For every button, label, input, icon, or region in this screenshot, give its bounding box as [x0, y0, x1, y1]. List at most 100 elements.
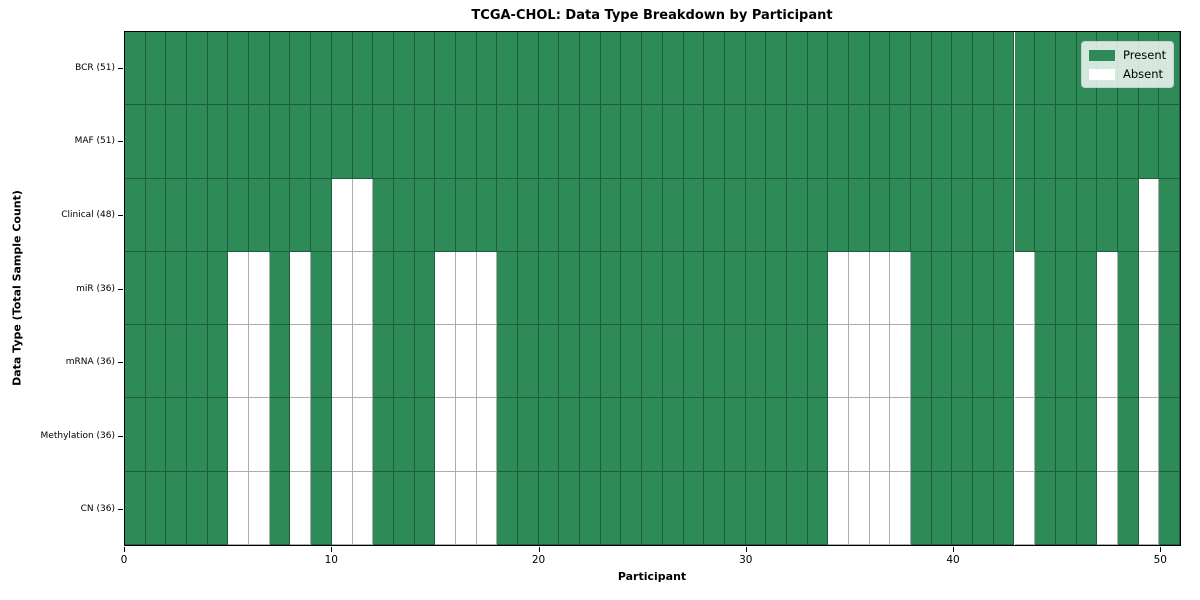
cell-CN-p48: [1117, 471, 1139, 545]
cell-MAF-p1: [145, 105, 167, 179]
cell-MAF-p38: [911, 105, 932, 179]
cell-MAF-p42: [993, 105, 1015, 179]
cell-MAF-p44: [1035, 105, 1056, 179]
cell-mRNA-p33: [807, 325, 829, 399]
cell-mRNA-p41: [973, 325, 994, 399]
cell-Methylation-p17: [476, 398, 498, 472]
cell-Clinical-p29: [724, 178, 746, 252]
y-tick-mark-MAF: [118, 141, 123, 143]
cell-MAF-p46: [1076, 105, 1098, 179]
cell-CN-p19: [518, 471, 539, 545]
cell-mRNA-p14: [414, 325, 436, 399]
cell-BCR-p7: [269, 32, 291, 106]
cell-MAF-p17: [476, 105, 498, 179]
cell-MAF-p30: [745, 105, 767, 179]
cell-BCR-p44: [1035, 32, 1056, 106]
cell-Methylation-p41: [973, 398, 994, 472]
cell-CN-p37: [890, 471, 912, 545]
cell-Clinical-p0: [125, 178, 146, 252]
cell-CN-p9: [311, 471, 332, 545]
cell-CN-p25: [642, 471, 663, 545]
cell-MAF-p13: [393, 105, 415, 179]
cell-miR-p27: [683, 251, 705, 326]
cell-Clinical-p49: [1138, 178, 1160, 252]
cell-miR-p34: [828, 251, 849, 326]
cell-miR-p0: [125, 251, 146, 326]
cell-CN-p43: [1014, 471, 1036, 545]
legend-swatch-present-icon: [1089, 49, 1115, 61]
x-tick-label-10: 10: [324, 554, 338, 566]
cell-mRNA-p18: [497, 325, 519, 399]
cell-MAF-p34: [828, 105, 849, 179]
cell-Clinical-p38: [911, 178, 932, 252]
cell-Methylation-p3: [187, 398, 208, 472]
cell-mRNA-p0: [125, 325, 146, 399]
x-tick-label-0: 0: [120, 554, 128, 566]
y-tick-label-mRNA: mRNA (36): [65, 357, 115, 368]
cell-Methylation-p28: [704, 398, 725, 472]
legend-label-present: Present: [1123, 48, 1167, 62]
cell-mRNA-p31: [766, 325, 787, 399]
cell-BCR-p20: [538, 32, 560, 106]
cell-mRNA-p10: [331, 325, 353, 399]
cell-miR-p19: [518, 251, 539, 326]
cell-Methylation-p31: [766, 398, 787, 472]
cell-Methylation-p12: [373, 398, 394, 472]
cell-CN-p46: [1076, 471, 1098, 545]
cell-Clinical-p15: [435, 178, 456, 252]
cell-Methylation-p43: [1014, 398, 1036, 472]
cell-BCR-p6: [249, 32, 270, 106]
cell-CN-p24: [621, 471, 643, 545]
legend-label-absent: Absent: [1123, 67, 1164, 81]
cell-BCR-p30: [745, 32, 767, 106]
cell-CN-p26: [662, 471, 684, 545]
x-tick-mark-10: [331, 547, 333, 552]
cell-MAF-p22: [580, 105, 601, 179]
cell-miR-p37: [890, 251, 912, 326]
cell-miR-p31: [766, 251, 787, 326]
cell-Methylation-p21: [559, 398, 581, 472]
y-tick-mark-CN: [118, 509, 123, 511]
cell-CN-p5: [228, 471, 250, 545]
cell-miR-p13: [393, 251, 415, 326]
cell-Clinical-p47: [1097, 178, 1118, 252]
cell-BCR-p23: [600, 32, 622, 106]
cell-BCR-p12: [373, 32, 394, 106]
cell-BCR-p34: [828, 32, 849, 106]
cell-Clinical-p46: [1076, 178, 1098, 252]
cell-BCR-p5: [228, 32, 250, 106]
cell-MAF-p7: [269, 105, 291, 179]
cell-mRNA-p7: [269, 325, 291, 399]
cell-MAF-p27: [683, 105, 705, 179]
cell-Clinical-p39: [931, 178, 953, 252]
cell-CN-p18: [497, 471, 519, 545]
cell-CN-p44: [1035, 471, 1056, 545]
cell-Methylation-p42: [993, 398, 1015, 472]
cell-Methylation-p25: [642, 398, 663, 472]
legend-item-absent: Absent: [1089, 67, 1165, 81]
x-tick-label-40: 40: [946, 554, 960, 566]
cell-miR-p43: [1014, 251, 1036, 326]
cell-Clinical-p32: [786, 178, 808, 252]
cell-miR-p32: [786, 251, 808, 326]
cell-CN-p7: [269, 471, 291, 545]
cell-miR-p36: [869, 251, 891, 326]
cell-mRNA-p23: [600, 325, 622, 399]
cell-miR-p35: [849, 251, 870, 326]
cell-miR-p5: [228, 251, 250, 326]
cell-MAF-p8: [290, 105, 312, 179]
cell-BCR-p3: [187, 32, 208, 106]
cell-CN-p28: [704, 471, 725, 545]
y-tick-label-miR: miR (36): [76, 283, 115, 294]
cell-BCR-p35: [849, 32, 870, 106]
cell-mRNA-p4: [207, 325, 229, 399]
cell-MAF-p49: [1138, 105, 1160, 179]
cell-MAF-p16: [455, 105, 477, 179]
cell-Clinical-p40: [952, 178, 974, 252]
cell-Clinical-p18: [497, 178, 519, 252]
y-tick-label-Methylation: Methylation (36): [40, 430, 115, 441]
cell-MAF-p37: [890, 105, 912, 179]
cell-MAF-p4: [207, 105, 229, 179]
cell-miR-p28: [704, 251, 725, 326]
